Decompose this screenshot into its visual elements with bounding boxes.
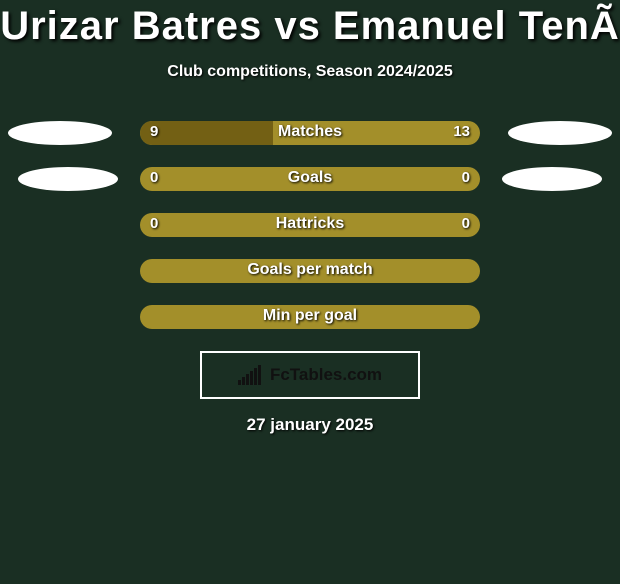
stat-row: Min per goal	[0, 305, 620, 329]
stat-row: 00Hattricks	[0, 213, 620, 237]
snapshot-date: 27 january 2025	[0, 415, 620, 435]
stat-row: 00Goals	[0, 167, 620, 191]
stat-row: Goals per match	[0, 259, 620, 283]
stat-track: Min per goal	[140, 305, 480, 329]
player-left-indicator	[18, 167, 118, 191]
page-title: Urizar Batres vs Emanuel TenÃ	[0, 4, 620, 49]
stat-label: Matches	[140, 123, 480, 141]
source-badge: FcTables.com	[200, 351, 420, 399]
stat-label: Hattricks	[140, 215, 480, 233]
stat-label: Min per goal	[140, 307, 480, 325]
stat-row: 913Matches	[0, 121, 620, 145]
stat-track: Goals per match	[140, 259, 480, 283]
page-subtitle: Club competitions, Season 2024/2025	[0, 63, 620, 81]
stat-track: 913Matches	[140, 121, 480, 145]
badge-chart-icon	[238, 365, 264, 385]
stat-track: 00Goals	[140, 167, 480, 191]
stat-label: Goals per match	[140, 261, 480, 279]
player-left-indicator	[8, 121, 112, 145]
stat-rows: 913Matches 00Goals 00Hattricks Goals per ma…	[0, 121, 620, 329]
player-right-indicator	[502, 167, 602, 191]
stat-label: Goals	[140, 169, 480, 187]
player-right-indicator	[508, 121, 612, 145]
badge-text: FcTables.com	[270, 365, 382, 385]
stat-track: 00Hattricks	[140, 213, 480, 237]
